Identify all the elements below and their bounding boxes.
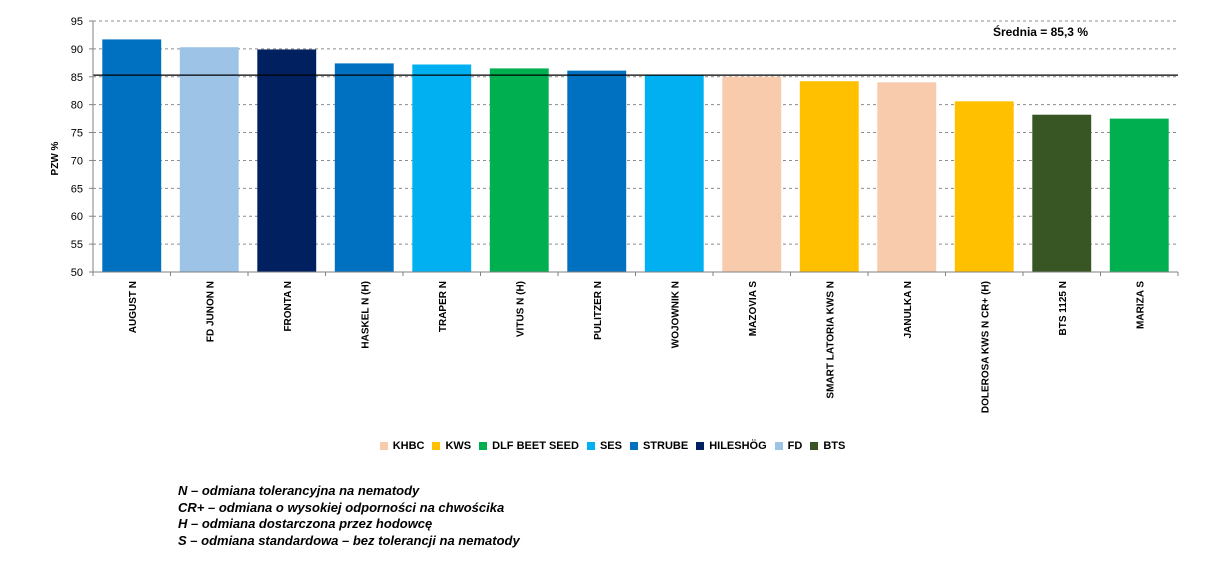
category-label: BTS 1125 N bbox=[1058, 281, 1069, 335]
bar bbox=[102, 39, 162, 273]
bar bbox=[489, 68, 549, 273]
legend-swatch bbox=[432, 442, 441, 450]
notes: N – odmiana tolerancyjna na nematody CR+… bbox=[178, 483, 520, 549]
category-labels: AUGUST N FD JUNON N FRONTA N HASKEL N (H) TR… bbox=[92, 272, 1179, 413]
category-label: MAZOVIA S bbox=[748, 281, 759, 337]
legend-label: BTS bbox=[823, 440, 846, 452]
category-label: DOLEROSA KWS N CR+ (H) bbox=[980, 281, 991, 413]
legend-item: KWS bbox=[432, 440, 471, 452]
legend-swatch bbox=[629, 442, 638, 450]
bars bbox=[102, 39, 1169, 273]
legend-label: DLF BEET SEED bbox=[492, 440, 579, 452]
note-h: H – odmiana dostarczona przez hodowcę bbox=[178, 516, 433, 531]
category-label: HASKEL N (H) bbox=[360, 281, 371, 349]
bar bbox=[954, 101, 1014, 272]
bar bbox=[799, 81, 859, 273]
legend-label: FD bbox=[787, 440, 803, 452]
bar bbox=[1032, 114, 1092, 272]
bar bbox=[722, 76, 782, 273]
y-axis-title: PZW % bbox=[50, 141, 61, 175]
bar bbox=[1109, 118, 1169, 272]
legend-item: HILESHÖG bbox=[696, 440, 767, 452]
category-label: AUGUST N bbox=[128, 281, 139, 333]
category-label: JANULKA N bbox=[903, 281, 914, 338]
y-tick-label: 75 bbox=[71, 128, 83, 140]
legend: KHBC KWS DLF BEET SEED SES STRUBE HILESHÖG FD B… bbox=[0, 440, 1225, 453]
category-label: PULITZER N bbox=[593, 281, 604, 340]
legend-item: KHBC bbox=[379, 440, 425, 452]
bar bbox=[567, 70, 627, 273]
legend-item: SES bbox=[586, 440, 622, 452]
legend-swatch bbox=[586, 442, 595, 450]
legend-swatch bbox=[774, 442, 783, 450]
legend-item: FD bbox=[774, 440, 803, 452]
legend-label: KWS bbox=[445, 440, 472, 452]
bar-chart: 50 55 60 65 70 75 80 85 90 95 AUGUST N FD JUNON N F… bbox=[50, 16, 1179, 413]
legend-label: HILESHÖG bbox=[709, 440, 767, 452]
y-tick-label: 50 bbox=[71, 267, 83, 279]
note-cr: CR+ – odmiana o wysokiej odporności na c… bbox=[178, 499, 505, 515]
category-label: TRAPER N bbox=[438, 281, 449, 332]
legend-swatch bbox=[479, 442, 488, 450]
y-tick-label: 95 bbox=[71, 16, 83, 28]
bar bbox=[877, 82, 937, 272]
legend-swatch bbox=[696, 442, 705, 450]
legend-item: DLF BEET SEED bbox=[479, 440, 579, 452]
category-label: FRONTA N bbox=[283, 281, 294, 332]
category-label: VITUS N (H) bbox=[515, 281, 526, 337]
note-s: S – odmiana standardowa – bez tolerancji… bbox=[178, 532, 520, 548]
y-tick-label: 60 bbox=[71, 211, 83, 223]
legend-label: KHBC bbox=[392, 440, 425, 452]
legend-label: STRUBE bbox=[642, 440, 689, 452]
y-tick-label: 55 bbox=[71, 239, 83, 251]
legend-swatch bbox=[810, 442, 819, 450]
note-n: N – odmiana tolerancyjna na nematody bbox=[178, 483, 420, 498]
category-label: MARIZA S bbox=[1135, 281, 1146, 329]
gridlines bbox=[93, 20, 1178, 245]
category-label: FD JUNON N bbox=[205, 281, 216, 342]
category-label: WOJOWNIK N bbox=[670, 281, 681, 348]
legend-label: SES bbox=[599, 440, 622, 452]
bar bbox=[334, 63, 394, 272]
y-tick-label: 85 bbox=[71, 72, 83, 84]
bar bbox=[179, 47, 239, 272]
y-tick-label: 80 bbox=[71, 100, 83, 112]
legend-item: BTS bbox=[810, 440, 845, 452]
bar bbox=[644, 74, 704, 273]
y-tick-label: 65 bbox=[71, 183, 83, 195]
bar bbox=[412, 64, 472, 272]
bar bbox=[257, 49, 317, 272]
category-label: SMART LATORIA KWS N bbox=[825, 281, 836, 399]
y-tick-label: 90 bbox=[71, 44, 83, 56]
y-axis-ticks: 50 55 60 65 70 75 80 85 90 95 bbox=[71, 16, 93, 279]
y-tick-label: 70 bbox=[71, 155, 83, 167]
legend-swatch bbox=[379, 442, 388, 450]
mean-label: Średnia = 85,3 % bbox=[993, 24, 1088, 39]
legend-item: STRUBE bbox=[629, 440, 689, 452]
